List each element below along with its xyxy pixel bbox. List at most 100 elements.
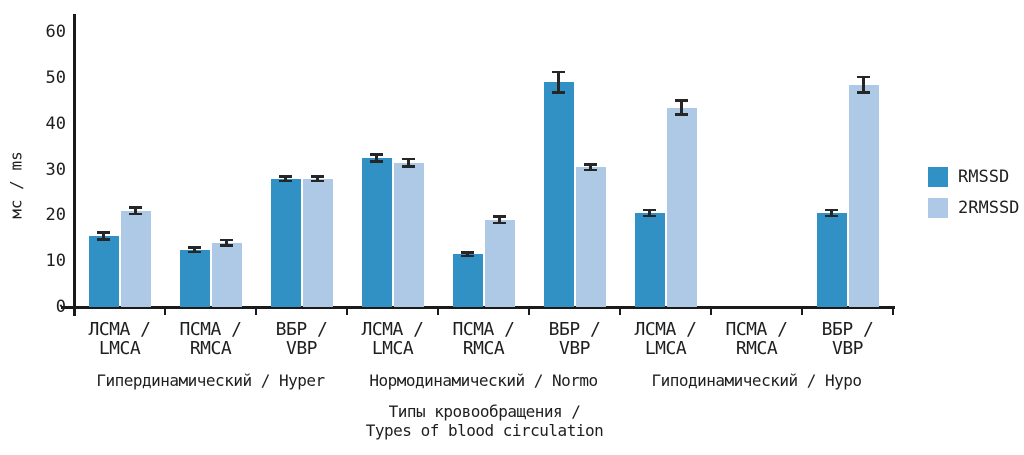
error-bar <box>857 75 870 94</box>
x-axis-tick <box>345 306 349 315</box>
error-bar <box>552 70 565 94</box>
bar-2rmssd <box>666 107 697 307</box>
x-axis-tick <box>527 306 531 315</box>
error-bar-cap-bottom <box>370 160 383 163</box>
error-bar-cap-top <box>461 251 474 254</box>
category-label: ПСМА / RMCA <box>452 319 515 359</box>
error-bar-stem <box>648 208 651 218</box>
error-bar-stem <box>284 175 287 183</box>
error-bar <box>129 206 142 216</box>
error-bar-stem <box>830 208 833 218</box>
error-bar <box>461 251 474 258</box>
bar-2rmssd <box>484 219 515 307</box>
error-bar-cap-top <box>857 75 870 79</box>
y-axis-line <box>73 14 76 316</box>
legend-item-2rmssd: 2RMSSD <box>928 198 1019 218</box>
error-bar-cap-bottom <box>311 179 324 183</box>
error-bar-stem <box>862 75 865 94</box>
error-bar <box>220 238 233 247</box>
bar-rmssd <box>179 249 210 307</box>
x-axis-tick <box>254 306 258 315</box>
group-label: Гиподинамический / Hypo <box>651 371 862 390</box>
error-bar-cap-top <box>584 163 597 166</box>
category-label: ПСМА / RMCA <box>725 319 788 359</box>
error-bar-stem <box>134 206 137 216</box>
bar-rmssd <box>270 178 301 307</box>
error-bar-stem <box>193 246 196 254</box>
group-label: Нормодинамический / Normo <box>369 371 598 390</box>
category-label: ПСМА / RMCA <box>179 319 242 359</box>
error-bar-cap-bottom <box>857 91 870 94</box>
x-axis-tick <box>163 306 167 315</box>
x-axis-tick <box>800 306 804 315</box>
error-bar-cap-bottom <box>188 250 201 254</box>
bar-2rmssd <box>211 242 242 307</box>
error-bar <box>643 208 656 218</box>
error-bar-cap-bottom <box>461 254 474 258</box>
error-bar-stem <box>680 99 683 116</box>
error-bar-cap-top <box>188 246 201 249</box>
y-tick-label: 0 <box>55 297 66 317</box>
category-label: ВБР / VBP <box>548 319 601 359</box>
error-bar-cap-bottom <box>584 168 597 172</box>
error-bar-stem <box>407 157 410 168</box>
bar-2rmssd <box>848 84 879 307</box>
error-bar-cap-bottom <box>220 244 233 247</box>
x-axis-tick <box>436 306 440 315</box>
error-bar-cap-top <box>370 153 383 156</box>
error-bar-cap-bottom <box>825 214 838 218</box>
error-bar-cap-bottom <box>402 165 415 168</box>
error-bar-cap-top <box>129 206 142 209</box>
bar-2rmssd <box>120 210 151 307</box>
bar-2rmssd <box>302 178 333 307</box>
y-tick-label: 50 <box>45 67 66 88</box>
error-bar-cap-top <box>675 99 688 102</box>
legend-label-rmssd: RMSSD <box>958 167 1010 187</box>
error-bar-cap-top <box>97 231 110 234</box>
error-bar <box>493 215 506 225</box>
error-bar-cap-bottom <box>675 113 688 116</box>
category-label: ЛСМА / LMCA <box>88 319 151 359</box>
error-bar <box>370 153 383 163</box>
category-label: ЛСМА / LMCA <box>361 319 424 359</box>
legend: RMSSD 2RMSSD <box>928 167 1019 229</box>
y-tick-label: 30 <box>45 159 66 180</box>
error-bar-stem <box>316 175 319 183</box>
error-bar <box>311 175 324 183</box>
error-bar <box>584 163 597 172</box>
x-axis-title: Типы кровообращения / Types of blood cir… <box>365 402 604 440</box>
error-bar-cap-bottom <box>493 221 506 225</box>
bar-rmssd <box>634 213 665 307</box>
error-bar-stem <box>225 238 228 247</box>
error-bar <box>825 208 838 218</box>
error-bar-stem <box>557 70 560 94</box>
error-bar-stem <box>102 231 105 241</box>
error-bar-cap-top <box>402 157 415 161</box>
legend-swatch-rmssd <box>928 167 948 187</box>
error-bar-cap-top <box>643 208 656 212</box>
error-bar-cap-bottom <box>279 179 292 183</box>
bar-rmssd <box>816 213 847 307</box>
category-label: ЛСМА / LMCA <box>634 319 697 359</box>
bar-2rmssd <box>575 167 606 307</box>
x-axis-tick <box>709 306 713 315</box>
error-bar-stem <box>466 251 469 258</box>
error-bar-stem <box>498 215 501 225</box>
error-bar <box>97 231 110 241</box>
error-bar-stem <box>375 153 378 163</box>
category-label: ВБР / VBP <box>275 319 328 359</box>
y-axis-zero-tick <box>61 306 74 309</box>
y-tick-label: 20 <box>45 205 66 226</box>
error-bar <box>402 157 415 168</box>
bar-rmssd <box>361 158 392 307</box>
x-axis-tick <box>891 306 895 315</box>
error-bar-cap-top <box>552 70 565 74</box>
x-axis-tick <box>618 306 622 315</box>
error-bar-cap-bottom <box>97 238 110 241</box>
error-bar-stem <box>589 163 592 172</box>
error-bar-cap-top <box>220 238 233 242</box>
bar-rmssd <box>543 82 574 307</box>
bar-rmssd <box>452 254 483 307</box>
error-bar-cap-top <box>825 208 838 212</box>
